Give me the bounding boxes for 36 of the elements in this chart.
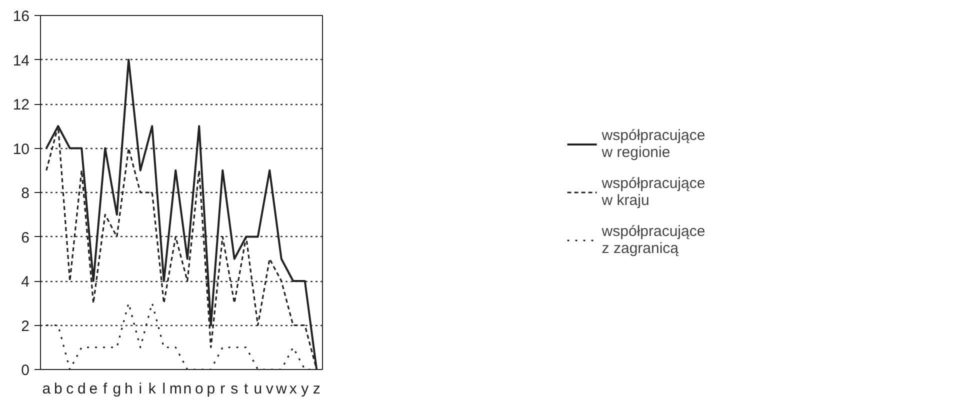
x-tick-label: t — [244, 380, 250, 398]
y-tick-label: 6 — [21, 229, 30, 246]
x-tick-label: l — [162, 380, 166, 398]
x-tick-label: k — [148, 380, 156, 398]
x-tick-label: n — [183, 380, 192, 398]
y-tick-label: 2 — [21, 318, 30, 335]
legend-label: współpracujące w kraju — [602, 175, 706, 209]
x-tick-label: o — [194, 380, 204, 398]
y-tick-label: 8 — [21, 185, 30, 202]
legend-label: współpracujące w regionie — [602, 127, 706, 161]
x-tick-label: u — [254, 380, 262, 398]
x-tick-label: c — [66, 380, 74, 398]
x-tick-label: w — [274, 380, 287, 398]
y-tick-label: 4 — [21, 274, 30, 290]
x-tick-label: m — [169, 380, 182, 398]
x-tick-label: i — [138, 380, 142, 398]
x-tick-label: r — [220, 380, 226, 398]
y-tick-label: 14 — [12, 52, 30, 70]
x-tick-label: b — [54, 380, 62, 398]
x-tick-label: v — [266, 380, 274, 398]
x-tick-label: s — [230, 380, 238, 398]
y-tick-label: 10 — [12, 140, 30, 158]
x-tick-label: f — [103, 380, 108, 398]
x-tick-label: a — [42, 380, 52, 398]
x-tick-label: p — [206, 380, 216, 398]
y-tick-label: 0 — [21, 362, 30, 379]
x-tick-label: g — [112, 380, 122, 398]
x-tick-label: e — [89, 380, 98, 398]
y-tick-label: 16 — [12, 8, 30, 25]
y-tick-label: 12 — [12, 96, 30, 114]
x-tick-label: y — [301, 380, 310, 398]
x-tick-label: h — [124, 380, 133, 398]
x-tick-label: z — [312, 380, 320, 398]
legend-label: współpracujące z zagranicą — [602, 223, 706, 257]
x-tick-label: d — [77, 380, 86, 398]
x-tick-label: x — [289, 380, 298, 398]
